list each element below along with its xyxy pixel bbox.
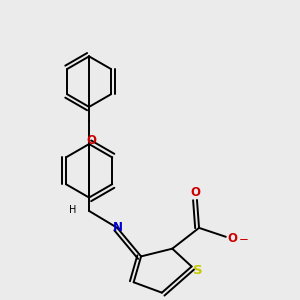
Text: O: O [190, 186, 200, 199]
Text: O: O [227, 232, 237, 245]
Text: O: O [86, 134, 96, 147]
Text: H: H [69, 205, 76, 215]
Text: −: − [238, 233, 248, 246]
Text: N: N [113, 221, 123, 234]
Text: S: S [193, 264, 203, 277]
